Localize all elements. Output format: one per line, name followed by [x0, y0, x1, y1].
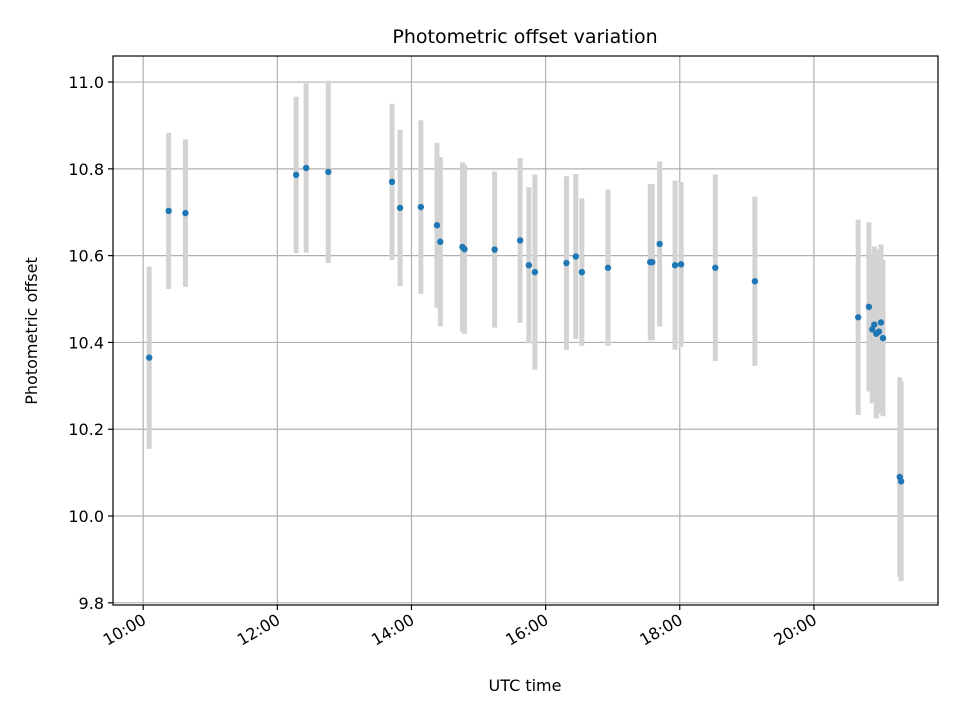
- data-point: [604, 264, 612, 271]
- data-point: [656, 240, 663, 248]
- data-point: [751, 278, 759, 285]
- data-point: [879, 334, 887, 342]
- y-tick-label: 11.0: [68, 73, 104, 92]
- data-point: [165, 207, 172, 215]
- y-axis-label: Photometric offset: [22, 257, 41, 405]
- data-point: [525, 261, 533, 269]
- data-point: [146, 354, 153, 361]
- data-point: [649, 258, 656, 266]
- data-point: [433, 222, 441, 229]
- y-tick-label: 10.0: [68, 507, 104, 526]
- data-point: [677, 261, 685, 268]
- data-point: [388, 178, 396, 186]
- data-point: [531, 268, 539, 276]
- y-tick-label: 10.8: [68, 160, 104, 179]
- data-points: [146, 164, 905, 485]
- data-point: [437, 238, 444, 245]
- data-point: [516, 237, 524, 244]
- y-tick-label: 10.4: [68, 333, 104, 352]
- data-point: [869, 326, 876, 333]
- data-point: [671, 261, 679, 269]
- data-point: [865, 303, 873, 311]
- y-tick-label: 10.2: [68, 420, 104, 439]
- data-point: [877, 319, 885, 326]
- x-axis-label: UTC time: [489, 676, 562, 695]
- y-axis-ticks: 9.8 10.0 10.2 10.4 10.6 10.8 11.0: [68, 73, 113, 613]
- y-tick-label: 9.8: [79, 594, 104, 613]
- data-point: [417, 203, 425, 211]
- data-point: [461, 245, 468, 253]
- data-point: [578, 268, 586, 276]
- data-point: [563, 259, 570, 267]
- data-point: [325, 168, 332, 176]
- data-point: [302, 164, 310, 172]
- data-point: [712, 264, 719, 271]
- chart-title: Photometric offset variation: [392, 26, 657, 48]
- data-point: [871, 321, 878, 328]
- data-point: [897, 478, 905, 485]
- plot-frame: [112, 55, 939, 606]
- data-point: [182, 209, 189, 217]
- data-point: [572, 253, 580, 260]
- data-point: [396, 204, 404, 212]
- y-tick-label: 10.6: [68, 247, 104, 266]
- data-point: [854, 314, 862, 321]
- data-point: [292, 171, 300, 179]
- data-point: [875, 328, 883, 335]
- data-point: [491, 246, 498, 253]
